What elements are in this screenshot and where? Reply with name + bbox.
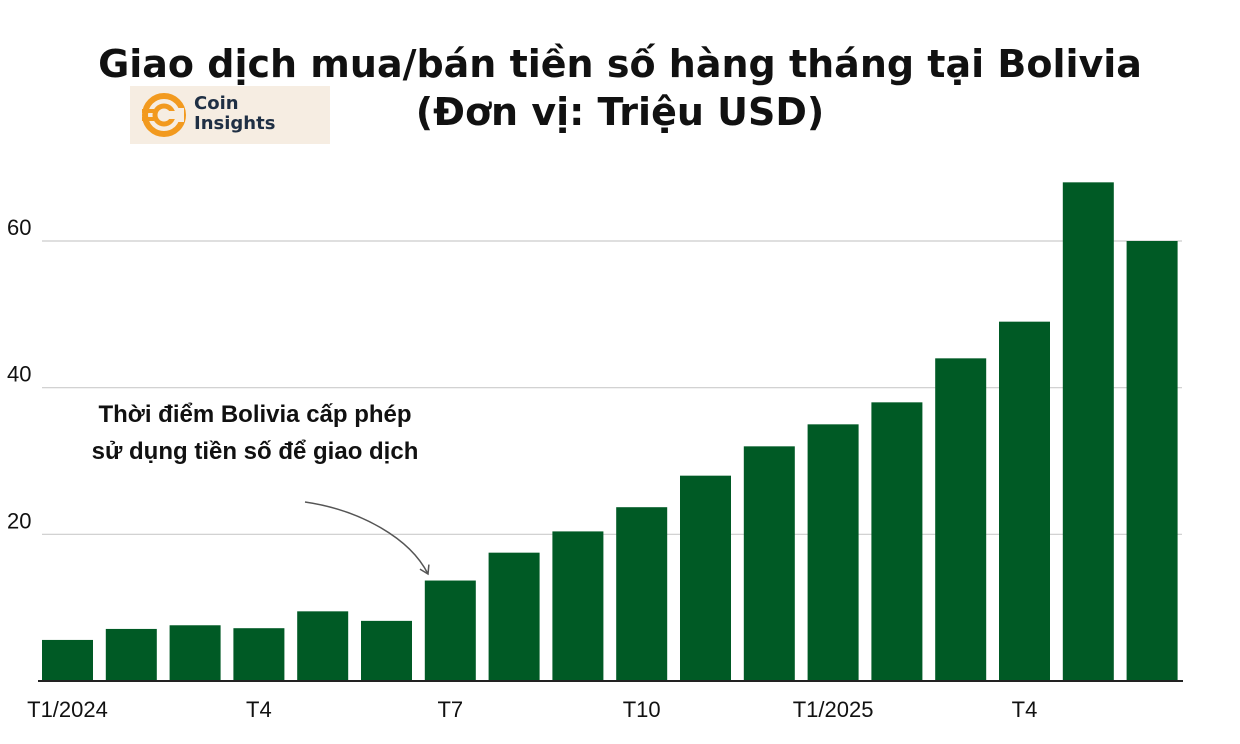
x-tick-label: T1/2024 <box>27 697 108 722</box>
bar-T3/2025 <box>935 358 987 681</box>
bar-T6/2025 <box>1126 241 1178 681</box>
x-tick-label: T1/2025 <box>793 697 874 722</box>
y-tick-label: 20 <box>7 508 31 533</box>
logo-text-line2: Insights <box>194 113 276 134</box>
logo-text: Coin Insights <box>194 94 275 134</box>
x-tick-label: T4 <box>246 697 272 722</box>
bar-T5/2024 <box>297 611 349 681</box>
bar-T2/2024 <box>105 628 157 681</box>
chart-title: Giao dịch mua/bán tiền số hàng tháng tại… <box>0 40 1240 136</box>
chart-title-line1: Giao dịch mua/bán tiền số hàng tháng tại… <box>98 42 1142 86</box>
bar-T2/2025 <box>871 402 923 681</box>
bar-T11/2024 <box>680 475 731 681</box>
bar-T7/2024 <box>424 580 476 681</box>
chart-title-line2: (Đơn vị: Triệu USD) <box>415 90 825 134</box>
annotation-text: Thời điểm Bolivia cấp phép sử dụng tiền … <box>91 401 419 465</box>
y-tick-label: 60 <box>7 215 31 240</box>
bar-T9/2024 <box>552 531 604 681</box>
coin-logo-icon <box>142 93 186 137</box>
x-tick-label: T4 <box>1012 697 1038 722</box>
bar-T4/2025 <box>999 321 1050 681</box>
logo-text-line1: Coin <box>194 93 239 114</box>
bar-T4/2024 <box>233 628 285 681</box>
bar-T12/2024 <box>743 446 795 681</box>
bar-T8/2024 <box>488 552 540 681</box>
coininsights-logo: Coin Insights <box>130 86 330 144</box>
bar-T10/2024 <box>616 507 668 681</box>
bar-T3/2024 <box>169 625 221 681</box>
y-tick-label: 40 <box>7 362 31 387</box>
bar-T5/2025 <box>1062 182 1114 682</box>
annotation-arrow <box>304 501 430 576</box>
bar-T6/2024 <box>361 620 412 681</box>
bar-T1/2025 <box>807 424 859 681</box>
x-tick-label: T10 <box>623 697 661 722</box>
x-tick-label: T7 <box>437 697 463 722</box>
bar-T1/2024 <box>42 639 93 681</box>
